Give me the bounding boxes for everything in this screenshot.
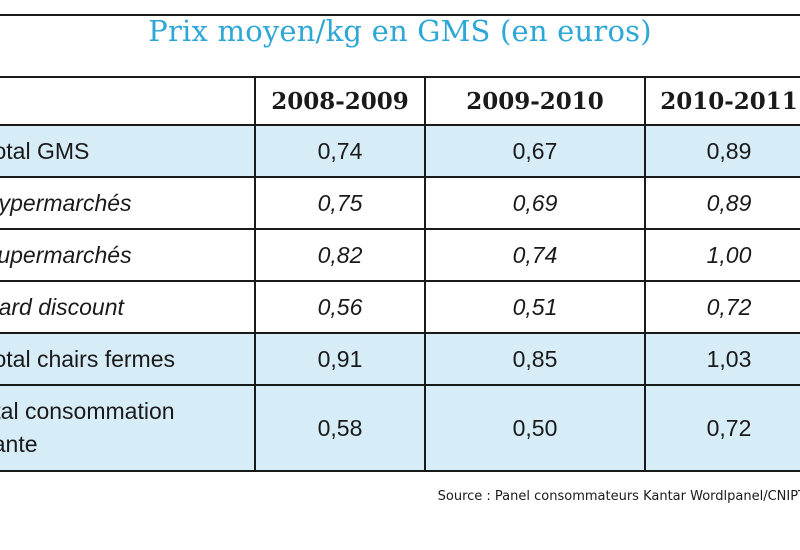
header-cell-2010-2011: 2010-2011: [644, 76, 800, 126]
table-row: Total GMS 0,74 0,67 0,89: [0, 124, 800, 178]
table-row: Total consommation courante 0,58 0,50 0,…: [0, 384, 800, 472]
title-band: [0, 14, 800, 76]
row-label: Supermarchés: [0, 228, 256, 282]
price-table: 2008-2009 2009-2010 2010-2011 Total GMS …: [0, 76, 800, 472]
table-cell: 0,89: [644, 124, 800, 178]
table-cell: 0,50: [424, 384, 646, 472]
header-cell-2008-2009: 2008-2009: [254, 76, 426, 126]
table-cell: 0,56: [254, 280, 426, 334]
row-label: Total consommation courante: [0, 384, 256, 472]
table-cell: 0,91: [254, 332, 426, 386]
table-cell: 0,67: [424, 124, 646, 178]
table-cell: 0,72: [644, 384, 800, 472]
header-cell-empty: [0, 76, 256, 126]
table-row: Hypermarchés 0,75 0,69 0,89: [0, 176, 800, 230]
row-label-line2: courante: [0, 431, 38, 457]
table-row: Supermarchés 0,82 0,74 1,00: [0, 228, 800, 282]
table-cell: 0,74: [424, 228, 646, 282]
table-cell: 1,03: [644, 332, 800, 386]
table-cell: 0,74: [254, 124, 426, 178]
table-cell: 0,82: [254, 228, 426, 282]
table-cell: 0,72: [644, 280, 800, 334]
table-row: Hard discount 0,56 0,51 0,72: [0, 280, 800, 334]
row-label: Hard discount: [0, 280, 256, 334]
table-cell: 0,51: [424, 280, 646, 334]
row-label: Total GMS: [0, 124, 256, 178]
table-row: Total chairs fermes 0,91 0,85 1,03: [0, 332, 800, 386]
row-label: Total chairs fermes: [0, 332, 256, 386]
row-label-line1: Total consommation: [0, 398, 175, 424]
table-cell: 1,00: [644, 228, 800, 282]
table-cell: 0,58: [254, 384, 426, 472]
header-row: 2008-2009 2009-2010 2010-2011: [0, 76, 800, 126]
table-title: Prix moyen/kg en GMS (en euros): [148, 14, 652, 48]
table-cell: 0,75: [254, 176, 426, 230]
table-cell: 0,89: [644, 176, 800, 230]
table-cell: 0,69: [424, 176, 646, 230]
header-cell-2009-2010: 2009-2010: [424, 76, 646, 126]
row-label: Hypermarchés: [0, 176, 256, 230]
source-note: Source : Panel consommateurs Kantar Word…: [437, 489, 800, 504]
table-cell: 0,85: [424, 332, 646, 386]
